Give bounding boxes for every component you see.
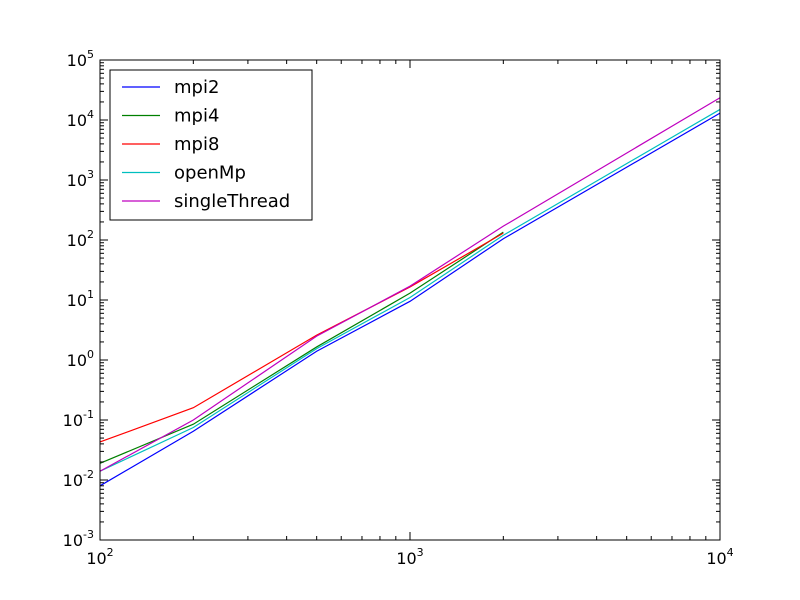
y-tick-label: 102 [67,228,94,250]
legend-box [109,69,313,221]
y-tick-label: 10-2 [63,468,94,490]
y-tick-label: 10-1 [63,408,94,430]
legend-label-openMp: openMp [174,163,246,184]
series-layer [99,97,721,487]
x-tick-label: 102 [86,546,113,568]
x-tick-label: 104 [706,546,733,568]
plot-frame [99,59,721,541]
series-line-mpi2 [99,112,721,487]
y-tick-label: 103 [67,168,94,190]
y-tick-label: 101 [67,288,94,310]
y-tick-label: 105 [67,48,94,70]
series-line-singleThread [99,97,721,472]
y-tick-label: 100 [67,348,94,370]
legend: mpi2 mpi4 mpi8 openMp singleThread [109,69,313,221]
x-tick-label: 103 [396,546,423,568]
legend-label-mpi4: mpi4 [174,106,219,127]
y-tick-label: 10-3 [63,528,94,550]
y-tick-labels: 10-3 10-2 10-1 100 101 102 103 104 105 [63,48,94,550]
legend-label-singleThread: singleThread [174,191,290,212]
legend-label-mpi2: mpi2 [174,77,219,98]
y-tick-label: 104 [67,108,94,130]
x-tick-labels: 102 103 104 [86,546,733,568]
series-line-openMp [99,108,721,472]
series-line-mpi8 [99,232,504,443]
legend-label-mpi8: mpi8 [174,134,219,155]
